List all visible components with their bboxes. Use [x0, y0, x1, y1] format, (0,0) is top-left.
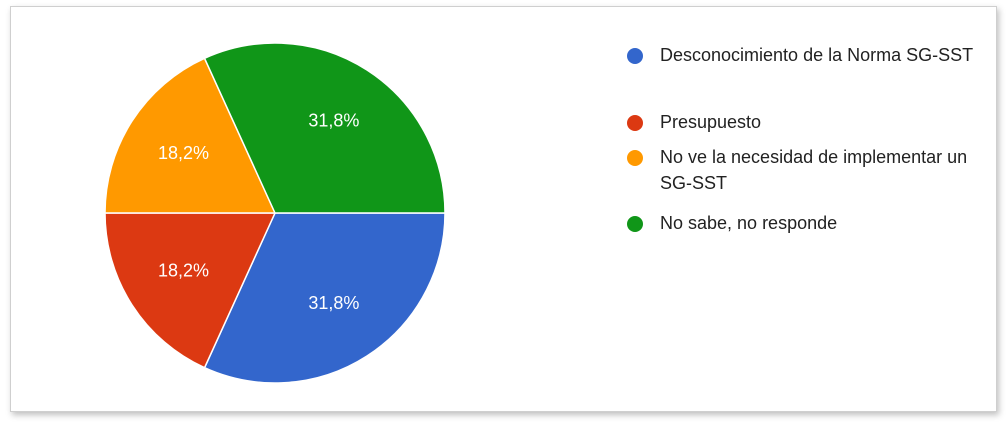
legend-marker	[627, 48, 643, 64]
slice-label: 18,2%	[158, 261, 209, 281]
legend-marker	[627, 150, 643, 166]
pie-slice	[203, 212, 446, 384]
legend-label: Desconocimiento de la Norma SG-SST	[660, 45, 974, 65]
legend-label: No ve la necesidad de implementar un SG-…	[660, 147, 968, 193]
pie-slice	[104, 212, 277, 369]
legend-label: Presupuesto	[660, 112, 762, 132]
pie-slice	[104, 57, 277, 214]
slice-label: 31,8%	[308, 110, 359, 130]
legend-marker	[627, 216, 643, 232]
legend-label: No sabe, no responde	[660, 213, 838, 233]
slice-label: 18,2%	[158, 143, 209, 163]
pie-slice	[203, 42, 446, 214]
legend-marker	[627, 115, 643, 131]
slice-label: 31,8%	[308, 293, 359, 313]
